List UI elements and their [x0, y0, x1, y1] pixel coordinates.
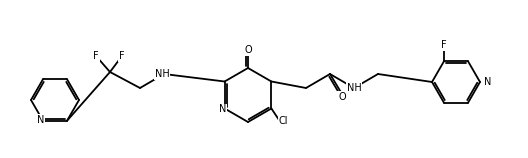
Text: N: N — [219, 104, 227, 115]
Text: F: F — [119, 51, 125, 61]
Text: NH: NH — [155, 69, 169, 79]
Text: N: N — [484, 77, 492, 87]
Text: O: O — [244, 45, 252, 55]
Text: N: N — [37, 115, 45, 125]
Text: F: F — [93, 51, 99, 61]
Text: NH: NH — [346, 83, 361, 93]
Text: F: F — [441, 40, 447, 50]
Text: O: O — [338, 92, 346, 102]
Text: Cl: Cl — [279, 116, 288, 127]
